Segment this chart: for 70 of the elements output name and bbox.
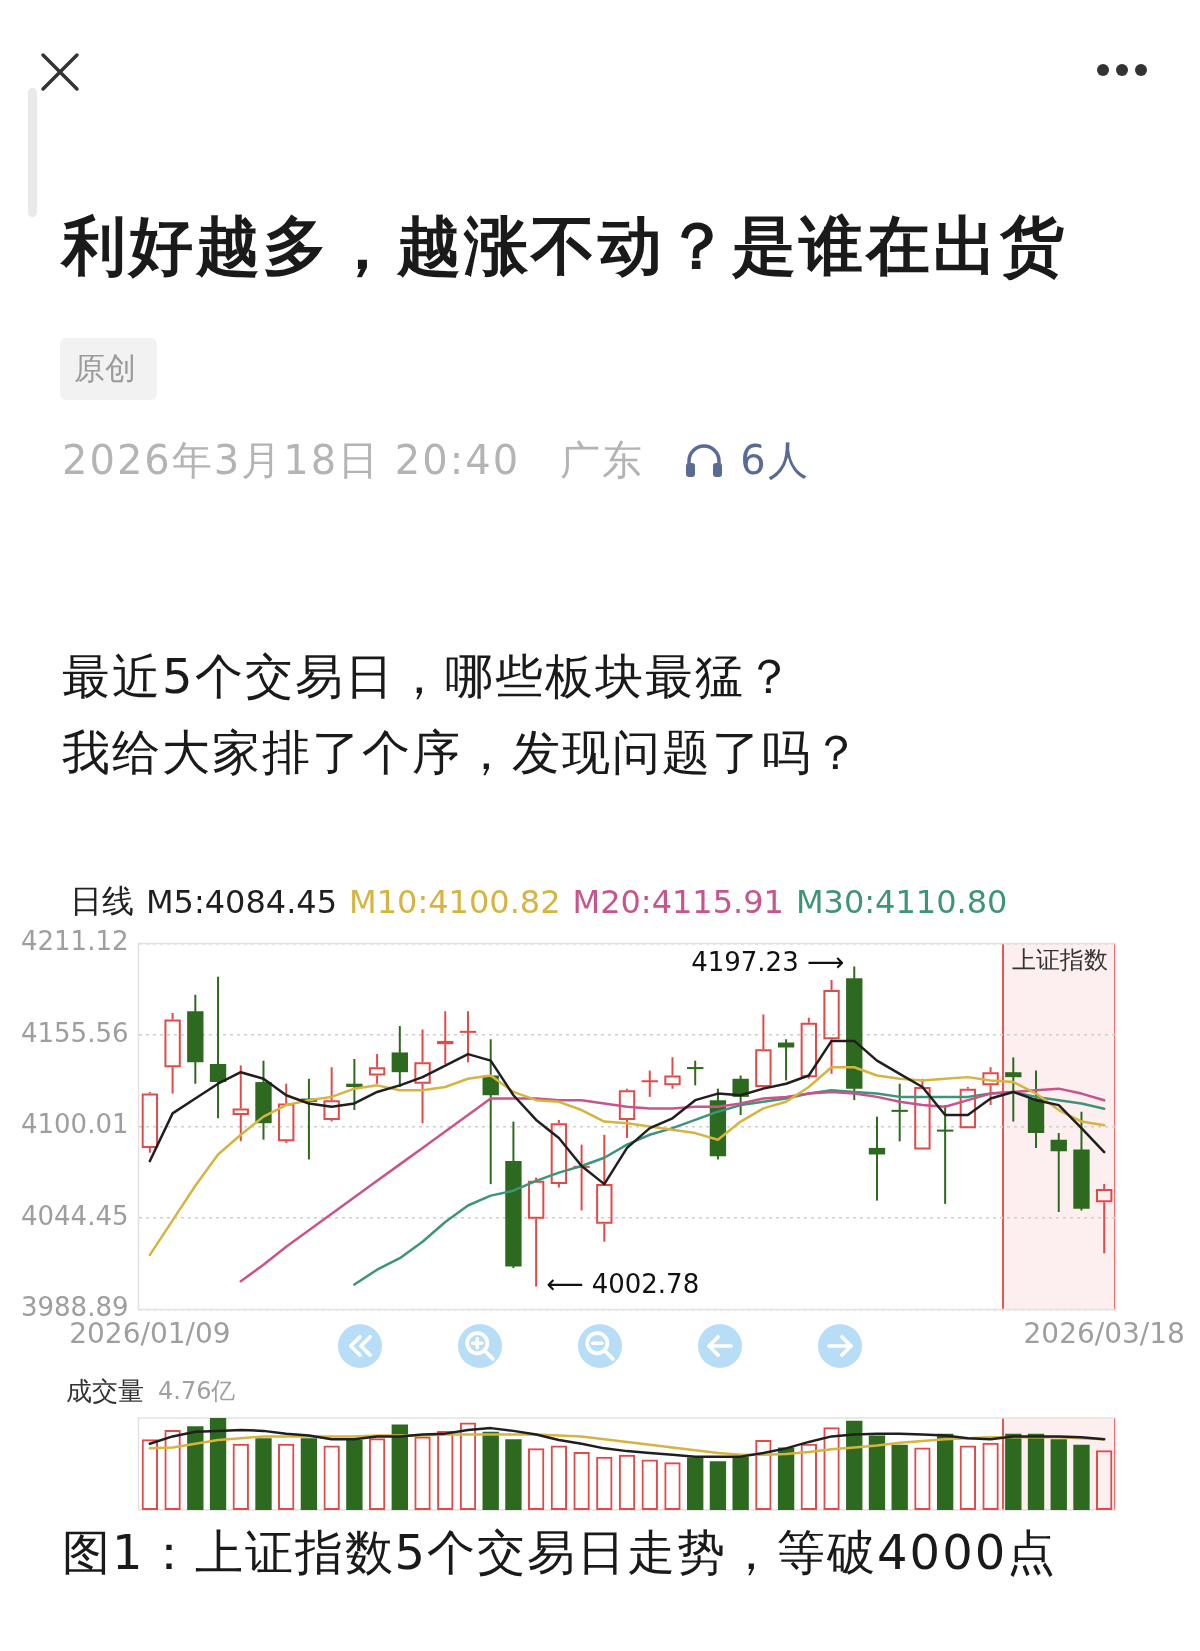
bar (777, 1447, 795, 1510)
bar (346, 1440, 363, 1510)
x-tick-label: 2026/03/18 (1023, 1317, 1185, 1351)
candlestick (437, 1010, 454, 1065)
candlestick (891, 1082, 908, 1143)
y-tick-label: 4211.12 (20, 926, 129, 957)
candlestick (732, 1074, 749, 1116)
chart-title: 成交量 (66, 1374, 144, 1408)
bar (709, 1461, 727, 1510)
candlestick (391, 1025, 408, 1088)
text: 2026年3月18日 20:40 (62, 435, 521, 485)
text: M10:4100.82 (349, 883, 561, 921)
candlestick (527, 1176, 545, 1288)
bar (505, 1439, 522, 1510)
candlestick (664, 1056, 681, 1090)
bar (391, 1424, 408, 1510)
candlestick (209, 975, 227, 1120)
candlestick (618, 1087, 636, 1140)
bar (1005, 1433, 1022, 1510)
candlestick (459, 1010, 477, 1064)
candlestick (1005, 1056, 1022, 1123)
candlestick (550, 1118, 568, 1189)
caption: 图1：上证指数5个交易日走势，等破4000点 (62, 1523, 1058, 1582)
bar (868, 1435, 886, 1510)
bar (1027, 1433, 1045, 1510)
candlestick (141, 1090, 159, 1154)
text: M30:4110.80 (795, 883, 1008, 921)
legend-title: 日线 (70, 881, 134, 922)
bar (891, 1444, 908, 1510)
candlestick (232, 1064, 249, 1143)
bar (209, 1418, 227, 1510)
bar (936, 1433, 954, 1510)
candlestick (687, 1059, 704, 1087)
text: M5:4084.45 (146, 883, 338, 921)
candlestick (1050, 1132, 1067, 1214)
candlestick (641, 1069, 658, 1098)
candlestick (164, 1011, 181, 1095)
chart-title: 利好越多，越涨不动？是谁在出货 (62, 208, 1067, 285)
text: 原创 (74, 349, 136, 388)
text: M20:4115.91 (572, 883, 784, 921)
y-tick-label: 4100.01 (20, 1109, 129, 1140)
bar (732, 1456, 749, 1510)
candlestick (982, 1066, 999, 1107)
candlestick (1096, 1183, 1113, 1255)
bar (482, 1431, 499, 1510)
y-tick-label: 4155.56 (20, 1017, 129, 1048)
candlestick (414, 1028, 431, 1125)
bar (846, 1420, 863, 1510)
candlestick (755, 1013, 772, 1090)
y-tick-label: 4044.45 (20, 1200, 129, 1231)
bar (300, 1438, 318, 1510)
candlestick (959, 1086, 977, 1129)
text: 广东 (560, 435, 645, 485)
candlestick (368, 1053, 386, 1085)
annotation: 4197.23 ⟶ (691, 947, 845, 978)
text: 最近5个交易日，哪些板块最猛？ (62, 647, 796, 706)
candlestick (323, 1066, 340, 1123)
bar (1050, 1439, 1067, 1510)
bar (1073, 1444, 1090, 1510)
text: 我给大家排了个序，发现问题了吗？ (62, 723, 862, 782)
candlestick (823, 979, 840, 1075)
candlestick (596, 1133, 613, 1243)
bar (187, 1426, 204, 1510)
candlestick (278, 1082, 295, 1144)
bar (255, 1438, 272, 1510)
text: 4.76亿 (158, 1376, 236, 1407)
annotation: ⟵ 4002.78 (546, 1269, 700, 1300)
annotation: 上证指数 (1011, 945, 1108, 974)
text: 6人 (740, 435, 810, 485)
bar (687, 1457, 704, 1510)
